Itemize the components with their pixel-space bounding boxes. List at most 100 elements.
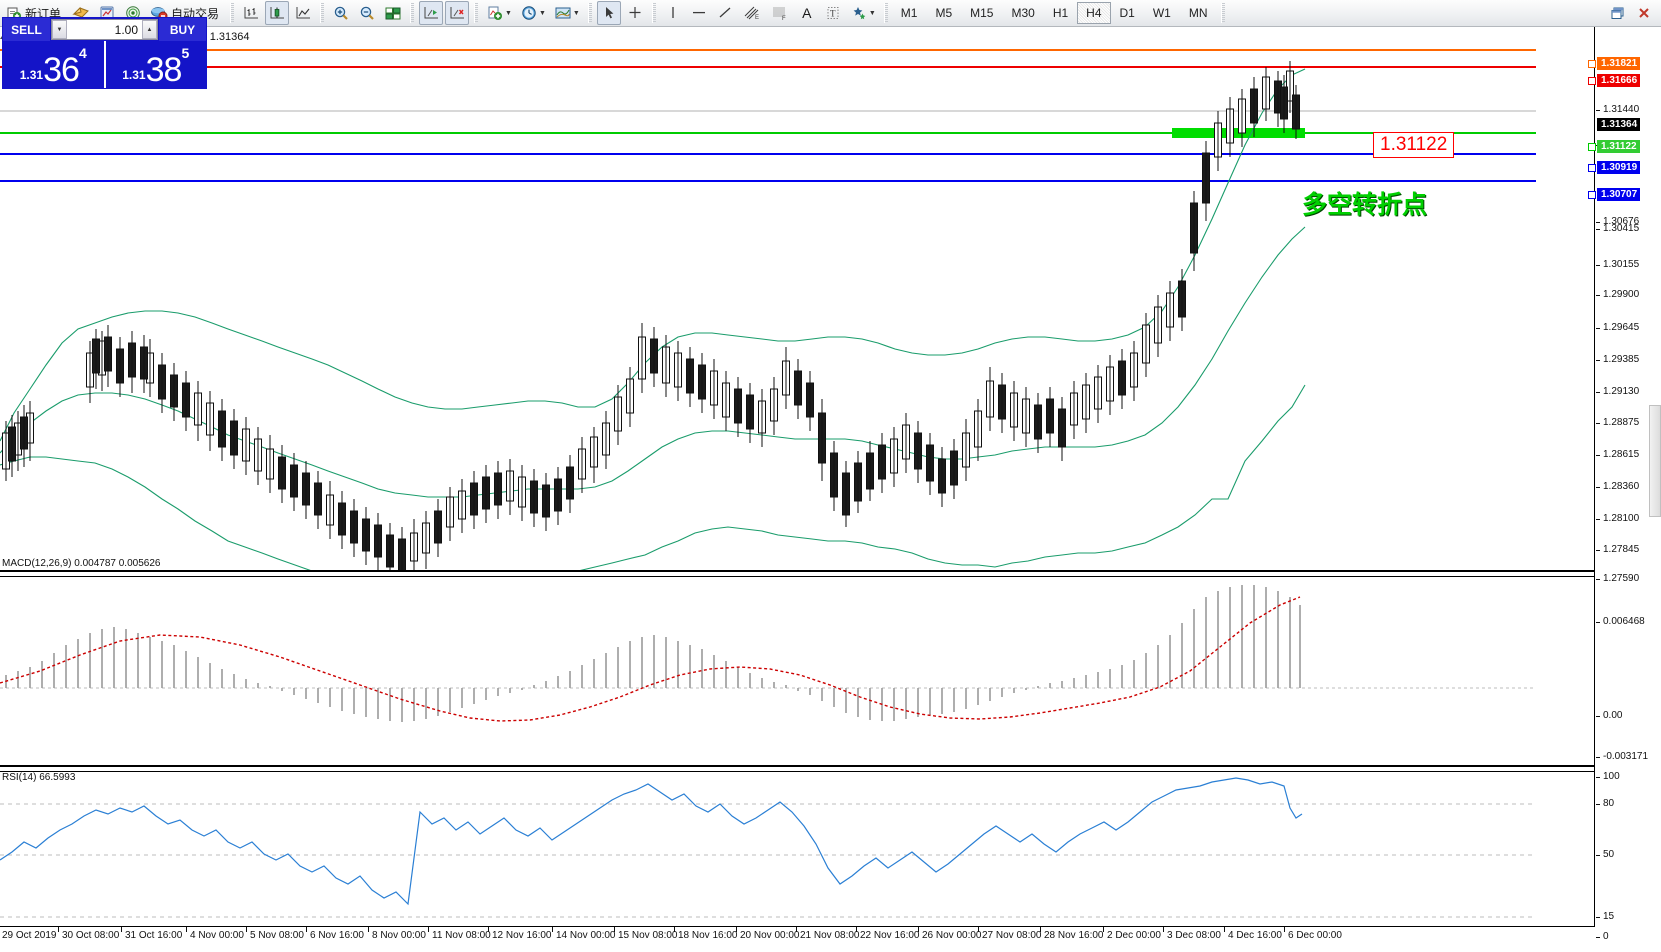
price-callout-label[interactable]: 1.31122	[1373, 132, 1455, 158]
volume-value[interactable]: 1.00	[114, 22, 138, 37]
time-tick-label: 8 Nov 00:00	[372, 930, 426, 941]
chevron-down-icon-2[interactable]: ▼	[538, 9, 546, 17]
time-tick-label: 22 Nov 16:00	[860, 930, 920, 941]
rsi-pane-separator[interactable]	[0, 765, 1595, 772]
horizontal-line-button[interactable]	[687, 1, 711, 25]
period-button[interactable]: ▼	[517, 1, 549, 25]
time-tick-mark	[58, 927, 59, 932]
zoom-out-icon	[360, 6, 374, 20]
volume-increment-icon[interactable]: ▲	[142, 20, 157, 39]
level-handle[interactable]	[1588, 164, 1596, 172]
volume-stepper[interactable]: ▼ 1.00 ▲	[51, 19, 158, 40]
vertical-line-button[interactable]	[661, 1, 685, 25]
bar-chart-button[interactable]	[239, 1, 263, 25]
zoom-in-button[interactable]	[329, 1, 353, 25]
level-handle[interactable]	[1588, 191, 1596, 199]
price-tick: 1.28100	[1596, 513, 1661, 524]
sell-button[interactable]: SELL	[3, 18, 50, 41]
chart-annotation-text[interactable]: 多空转折点	[1302, 190, 1428, 219]
one-click-trading-panel[interactable]: SELL ▼ 1.00 ▲ BUY 1.31 36 4 1.31 38 5	[2, 17, 207, 89]
timeframe-d1[interactable]: D1	[1119, 6, 1135, 20]
time-tick-mark	[856, 927, 857, 932]
price-level-label[interactable]: 1.30919	[1597, 161, 1641, 174]
buy-button[interactable]: BUY	[159, 18, 206, 41]
timeframe-m5[interactable]: M5	[935, 6, 953, 20]
auto-scroll-icon	[450, 7, 465, 19]
time-tick-label: 29 Oct 2019	[2, 930, 57, 941]
zoom-in-icon	[334, 6, 348, 20]
timeframe-w1[interactable]: W1	[1152, 6, 1171, 20]
timeframe-h4[interactable]: H4	[1077, 2, 1111, 24]
zoom-out-button[interactable]	[355, 1, 379, 25]
chevron-down-icon-3[interactable]: ▼	[572, 9, 580, 17]
level-handle[interactable]	[1588, 60, 1596, 68]
line-chart-button[interactable]	[291, 1, 315, 25]
time-tick-label: 26 Nov 00:00	[922, 930, 982, 941]
time-tick-label: 12 Nov 16:00	[492, 930, 552, 941]
price-tick: 1.29385	[1596, 354, 1661, 365]
rsi-scale-tick: 100	[1596, 771, 1661, 782]
vertical-scrollbar[interactable]	[1649, 405, 1661, 517]
tile-windows-button[interactable]	[381, 1, 405, 25]
price-level-label[interactable]: 1.31666	[1597, 74, 1641, 87]
level-handle[interactable]	[1588, 77, 1596, 85]
volume-decrement-icon[interactable]: ▼	[52, 20, 67, 39]
chevron-down-icon-4[interactable]: ▼	[868, 9, 876, 17]
macd-pane-separator[interactable]	[0, 570, 1595, 577]
fibonacci-icon: F	[772, 7, 786, 21]
time-tick-mark	[428, 927, 429, 932]
timeframe-mn[interactable]: MN	[1188, 6, 1208, 20]
time-tick-label: 5 Nov 08:00	[250, 930, 304, 941]
trade-panel-prices: 1.31 36 4 1.31 38 5	[3, 41, 206, 88]
text-label-button[interactable]: T	[821, 1, 845, 25]
rsi-scale-tick: 0	[1596, 931, 1661, 942]
price-level-label[interactable]: 1.31821	[1597, 57, 1641, 70]
level-handle[interactable]	[1588, 143, 1596, 151]
candlestick-chart-button[interactable]	[265, 1, 290, 25]
timeframe-m1[interactable]: M1	[900, 6, 918, 20]
add-indicator-button[interactable]: ▼	[483, 1, 515, 25]
shapes-button[interactable]: ▼	[847, 1, 879, 25]
templates-button[interactable]: ▼	[551, 1, 583, 25]
close-icon	[1639, 8, 1649, 18]
chart-shift-button[interactable]	[419, 1, 444, 25]
macd-scale-tick: -0.003171	[1596, 751, 1661, 762]
price-level-label[interactable]: 1.30707	[1597, 188, 1641, 201]
buy-price[interactable]: 1.31 38 5	[103, 41, 207, 88]
time-tick-label: 3 Dec 08:00	[1167, 930, 1221, 941]
text-button[interactable]: A	[795, 1, 819, 25]
equidistant-channel-icon: E	[744, 6, 759, 21]
macd-scale-tick: 0.006468	[1596, 616, 1661, 627]
timeframe-m30[interactable]: M30	[1011, 6, 1035, 20]
time-tick-label: 2 Dec 00:00	[1107, 930, 1161, 941]
timeframe-h1[interactable]: H1	[1052, 6, 1069, 20]
trendline-button[interactable]	[713, 1, 737, 25]
chevron-down-icon[interactable]: ▼	[505, 9, 512, 17]
time-tick-label: 20 Nov 00:00	[740, 930, 800, 941]
chart-canvas[interactable]: GBPUSD-,H4 1.31035 1.31396 1.30998 1.313…	[0, 27, 1661, 952]
navigator-button[interactable]	[121, 1, 145, 25]
bollinger-lower-band	[0, 384, 1306, 571]
price-tick: 1.28875	[1596, 417, 1661, 428]
time-tick-mark	[368, 927, 369, 932]
restore-window-button[interactable]	[1606, 1, 1630, 25]
cursor-button[interactable]	[596, 1, 621, 25]
sell-price[interactable]: 1.31 36 4	[3, 41, 104, 88]
rsi-line	[0, 777, 1303, 906]
crosshair-button[interactable]	[623, 1, 647, 25]
equidistant-channel-button[interactable]: E	[739, 1, 765, 25]
close-window-button[interactable]	[1632, 1, 1656, 25]
price-level-label[interactable]: 1.31364	[1597, 118, 1641, 131]
toolbar-separator-5	[587, 3, 592, 23]
time-tick-label: 6 Dec 00:00	[1288, 930, 1342, 941]
auto-scroll-button[interactable]	[445, 1, 470, 25]
expert-advisor-button[interactable]	[69, 1, 93, 25]
time-tick-mark	[121, 927, 122, 932]
timeframe-m15[interactable]: M15	[970, 6, 994, 20]
price-level-label[interactable]: 1.31122	[1597, 140, 1640, 153]
price-tick: 1.30415	[1596, 223, 1661, 234]
time-scale-axis[interactable]: 29 Oct 2019 30 Oct 08:00 31 Oct 16:00 4 Nov…	[0, 926, 1595, 952]
time-tick-label: 18 Nov 16:00	[678, 930, 738, 941]
toolbar-right-group	[1605, 1, 1661, 25]
fibonacci-button[interactable]: F	[767, 1, 793, 25]
